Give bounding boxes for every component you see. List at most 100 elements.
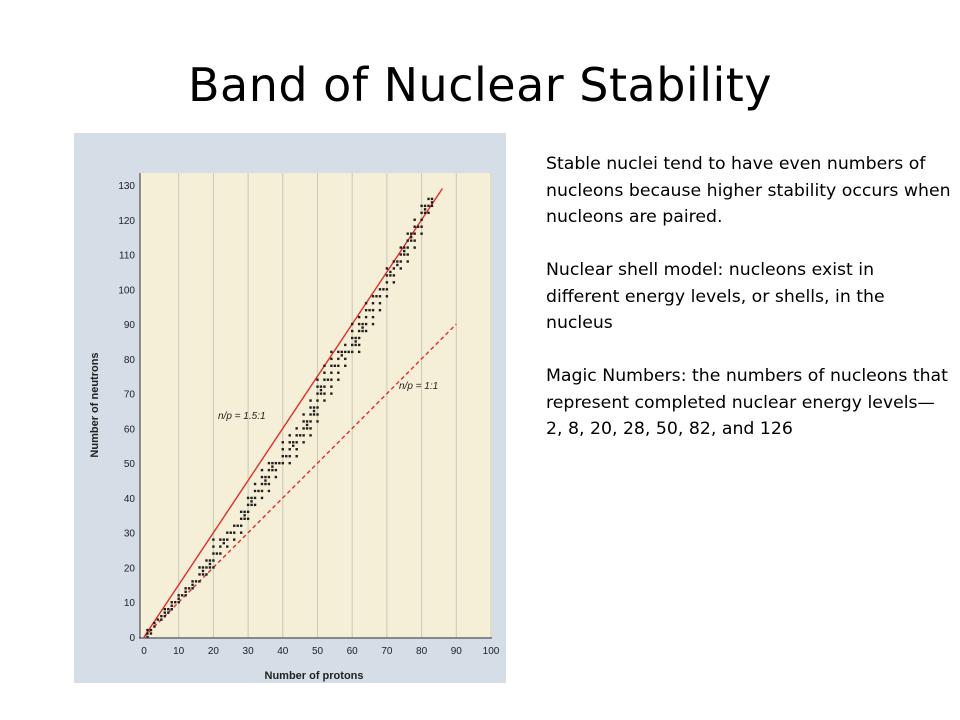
nucleus-point [288,448,291,451]
nucleus-point [184,590,187,593]
nucleus-point [201,573,205,576]
nucleus-point [396,263,399,267]
nucleus-point [163,607,167,611]
ratio-line-1-1 [143,323,457,638]
nucleus-point [316,392,319,395]
y-tick-80: 80 [124,355,136,366]
nucleus-point [330,350,333,354]
nucleus-point [184,587,187,590]
nucleus-point [260,468,264,472]
x-tick-70: 70 [381,646,393,657]
x-tick-20: 20 [208,646,220,657]
nucleus-point [194,580,198,583]
y-tick-60: 60 [124,424,136,435]
x-tick-10: 10 [173,646,185,657]
y-tick-110: 110 [119,251,135,262]
nucleus-point [281,441,284,444]
nucleus-point [385,295,389,298]
nucleus-point [260,475,264,479]
nucleus-point [198,573,201,576]
nucleus-point [337,357,340,361]
nucleus-point [392,281,396,284]
stable-nuclei-points [146,197,434,639]
nucleus-point [368,308,371,312]
nucleus-point [295,448,298,451]
nucleus-point [233,531,236,534]
nucleus-point [323,371,326,374]
nucleus-point [253,489,257,493]
nucleus-point [364,322,368,326]
nucleus-point [236,524,239,527]
nucleus-point [288,434,291,437]
y-tick-20: 20 [124,563,136,574]
nucleus-point [396,260,399,263]
nucleus-point [174,601,177,604]
nucleus-point [354,343,357,347]
nucleus-point [357,322,361,326]
y-tick-70: 70 [124,390,136,401]
note-even-nucleons: Stable nuclei tend to have even numbers … [546,154,951,227]
nucleus-point [149,632,153,635]
nucleus-point [364,315,368,319]
nucleus-point [330,385,333,388]
nucleus-point [260,496,264,500]
nucleus-point [222,541,226,545]
nucleus-point [243,514,246,517]
nucleus-point [250,503,253,507]
x-tick-30: 30 [243,646,255,657]
nucleus-point [191,580,194,583]
nucleus-point [385,288,389,291]
nucleus-point [219,538,222,541]
nucleus-point [316,399,319,402]
ratio-line-1-5 [143,188,444,638]
nucleus-point [385,274,389,277]
nucleus-point [267,489,271,493]
nucleus-point [316,378,319,381]
nucleus-point [285,455,288,458]
nucleus-point [319,385,323,388]
x-tick-0: 0 [141,646,147,657]
nucleus-point [420,232,423,235]
nucleus-point [219,545,222,548]
nucleus-point [323,399,326,402]
y-tick-labels: 0 10 20 30 40 50 60 70 80 90 100 110 120 130 [118,181,135,644]
nucleus-point [351,350,354,354]
nucleus-point [212,545,215,548]
nucleus-point [309,420,312,423]
nucleus-point [413,218,416,221]
nucleus-point [309,427,312,430]
nucleus-point [267,461,271,465]
nucleus-point [427,211,430,215]
nucleus-point [406,239,409,242]
nucleus-point [316,420,319,423]
nucleus-point [427,204,430,208]
nucleus-point [399,267,402,270]
nucleus-point [357,315,361,319]
stability-chart: 0 10 20 30 40 50 60 70 80 90 100 0 10 20 30 40 50 60 70 80… [89,173,500,682]
nucleus-point [371,295,375,298]
nucleus-point [364,302,368,305]
nucleus-point [274,461,278,465]
nucleus-point [302,434,305,437]
nucleus-point [403,246,406,249]
nucleus-point [160,614,163,618]
nucleus-point [177,594,180,597]
nucleus-point [226,538,229,541]
nucleus-point [340,354,343,357]
nucleus-point [371,302,375,305]
nucleus-point [201,569,205,573]
nucleus-point [340,350,343,354]
x-tick-50: 50 [312,646,324,657]
nucleus-point [312,413,316,416]
nucleus-point [170,607,173,611]
nucleus-point [198,580,201,583]
nucleus-point [309,406,312,409]
nucleus-point [364,329,368,333]
nucleus-point [278,461,281,465]
nucleus-point [226,531,229,534]
nucleus-point [378,288,382,291]
nucleus-point [351,329,354,333]
nucleus-point [302,441,305,444]
nucleus-point [316,385,319,388]
nucleus-point [357,336,361,340]
